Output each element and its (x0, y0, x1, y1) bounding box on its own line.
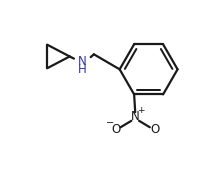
Text: H: H (78, 63, 86, 76)
Text: N: N (131, 110, 139, 124)
Text: O: O (111, 123, 121, 136)
Text: −: − (106, 118, 114, 128)
Text: O: O (150, 123, 159, 136)
Text: +: + (138, 106, 145, 115)
Text: N: N (78, 55, 86, 68)
